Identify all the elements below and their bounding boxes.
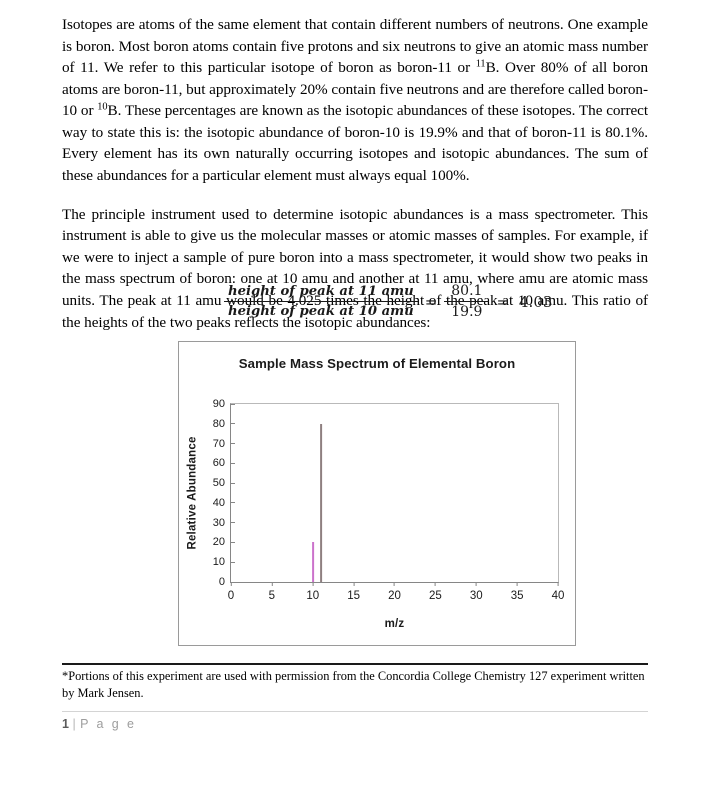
chart-x-tick-mark [516,582,518,586]
chart-x-tick-mark [475,582,477,586]
chart-y-tick: 0 [218,576,235,588]
footer-separator-rule [62,711,648,712]
chart-x-tick-mark [393,582,396,586]
chart-x-tick: 0 [228,582,234,602]
chart-y-tick-mark [231,482,235,484]
chart-y-tick-mark [231,561,235,563]
chart-y-tick: 10 [212,556,235,569]
equation-denominator-words: height of peak at 10 amu [228,303,414,319]
chart-y-tick: 50 [212,477,235,490]
chart-y-tick-mark [231,462,235,464]
chart-y-tick: 30 [212,516,235,529]
chart-x-tick: 20 [388,582,401,602]
chart-y-tick-label: 0 [218,576,225,588]
footer-page-number: 1 [62,717,70,731]
footer-page-label: P a g e [80,717,137,731]
chart-y-tick: 60 [212,457,235,470]
chart-y-tick: 20 [212,536,235,549]
chart-x-tick: 15 [347,582,360,602]
paragraph-mass-spectrometer: The principle instrument used to determi… [62,205,648,331]
chart-plot-area: 0 10 20 30 40 50 60 70 80 90 0 5 10 15 20 25 30 35 40 [213,398,565,602]
chart-title: Sample Mass Spectrum of Elemental Boron [238,356,516,371]
chart-y-tick-label: 90 [212,398,225,410]
chart-y-tick-mark [231,581,235,583]
chart-y-tick-label: 80 [212,417,225,430]
chart-x-tick: 5 [269,582,275,602]
chart-y-tick-mark [231,423,235,425]
chart-y-axis-title: Relative Abundance [187,436,199,550]
chart-x-tick-mark [230,582,232,586]
chart-y-tick-label: 10 [212,556,225,569]
mass-spectrum-chart: Sample Mass Spectrum of Elemental Boron … [178,341,576,646]
chart-y-tick-label: 50 [212,477,225,490]
isotope-superscript: 10 [97,101,108,113]
chart-y-tick: 70 [212,437,235,450]
equals-sign-1: = [424,292,438,311]
chart-x-tick: 40 [552,582,564,602]
chart-x-tick-mark [434,582,436,586]
chart-peak-boron-10 [311,542,314,582]
chart-x-tick-mark [557,582,559,586]
chart-x-tick: 10 [306,582,319,602]
paragraph-isotopes-intro: Isotopes are atoms of the same element t… [62,16,649,185]
fraction-bar [444,301,490,303]
equation-result: 4.03 [519,292,553,311]
isotope-superscript: 11 [475,58,486,70]
chart-y-tick-label: 30 [212,516,225,529]
chart-x-axis-title: m/z [384,618,405,630]
chart-y-tick-label: 60 [212,457,225,470]
chart-y-tick: 80 [212,417,235,430]
chart-y-tick-label: 40 [212,496,225,509]
fraction-bar [224,301,418,303]
chart-y-tick: 40 [212,496,235,509]
chart-y-tick-mark [231,522,235,524]
footer-separator: | [72,717,79,731]
chart-y-tick-mark [231,541,235,544]
ratio-equation: height of peak at 11 amu height of peak … [224,283,552,320]
chart-x-tick: 25 [429,582,442,602]
chart-peak-boron-11 [320,423,322,582]
equation-numerator-value: 80.1 [451,283,483,299]
equation-numerator-words: height of peak at 11 amu [228,283,414,299]
chart-x-tick: 30 [470,582,483,602]
equation-fraction-numbers: 80.1 19.9 [444,283,490,320]
equals-sign-2: = [496,292,510,311]
chart-x-tick-mark [312,582,314,586]
chart-y-tick-mark [231,502,235,504]
footnote-separator-rule [62,663,648,665]
page-footer: 1 | P a g e [62,717,136,731]
body-text-column: Isotopes are atoms of the same element t… [62,14,648,350]
chart-y-tick: 90 [212,398,235,410]
footnote-text: *Portions of this experiment are used wi… [62,669,645,700]
equation-denominator-value: 19.9 [451,303,483,320]
chart-x-tick-mark [353,582,355,586]
chart-y-tick-mark [231,443,235,445]
chart-x-tick: 35 [511,582,524,602]
equation-fraction-words: height of peak at 11 amu height of peak … [224,284,418,320]
chart-x-tick-mark [271,582,273,586]
chart-y-tick-label: 20 [212,536,225,549]
chart-y-tick-label: 70 [212,437,225,450]
chart-y-tick-mark [231,403,235,405]
